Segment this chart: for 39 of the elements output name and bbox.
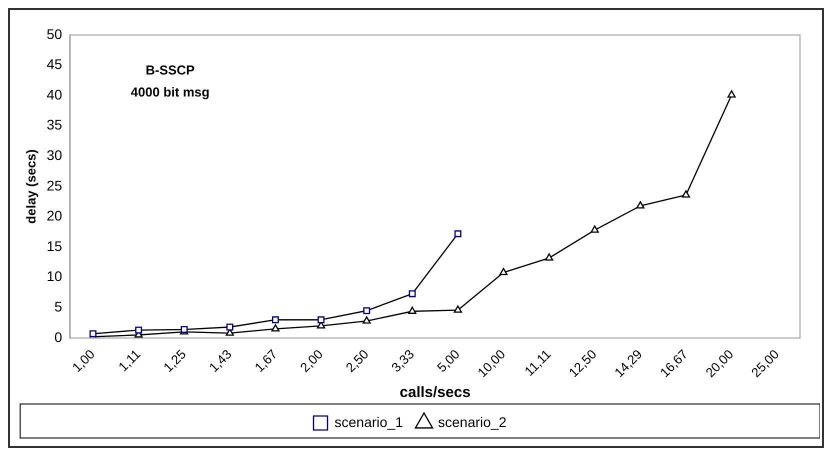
y-tick-label: 10 — [46, 268, 62, 284]
point — [454, 305, 462, 313]
y-tick-label: 15 — [46, 238, 62, 254]
y-tick-label: 30 — [46, 147, 62, 164]
point — [135, 326, 142, 334]
x-tick-label: 1,11 — [115, 346, 144, 374]
point — [727, 90, 736, 98]
x-tick-label: 5,00 — [434, 346, 463, 376]
y-axis-title: delay (secs) — [23, 149, 38, 224]
legend-label: scenario_1 — [334, 414, 404, 430]
annotation: 4000 bit msg — [130, 84, 210, 100]
legend-label: scenario_2 — [438, 414, 507, 430]
annotation: B-SSCP — [146, 62, 196, 78]
point — [408, 290, 416, 298]
point — [318, 316, 325, 324]
y-tick-label: 0 — [54, 328, 62, 345]
x-tick-label: 1,00 — [69, 346, 98, 376]
y-tick-label: 5 — [54, 298, 62, 315]
point — [454, 230, 462, 238]
x-tick-label: 3,33 — [388, 346, 417, 376]
point — [363, 307, 370, 314]
point — [272, 316, 279, 324]
y-tick-label: 35 — [46, 116, 62, 133]
point — [271, 324, 280, 332]
point — [226, 324, 234, 331]
point — [499, 268, 508, 276]
x-tick-label: 1,43 — [206, 346, 234, 376]
x-axis-title: calls/secs — [400, 384, 471, 402]
y-tick-label: 45 — [46, 56, 62, 72]
y-tick-label: 40 — [46, 86, 62, 102]
y-tick-label: 20 — [46, 208, 62, 224]
point — [682, 190, 690, 198]
point — [636, 201, 644, 209]
y-tick-label: 50 — [46, 26, 62, 42]
point — [408, 306, 416, 314]
point — [362, 316, 371, 324]
point — [545, 253, 554, 261]
point — [590, 225, 599, 233]
y-tick-label: 25 — [46, 177, 62, 194]
